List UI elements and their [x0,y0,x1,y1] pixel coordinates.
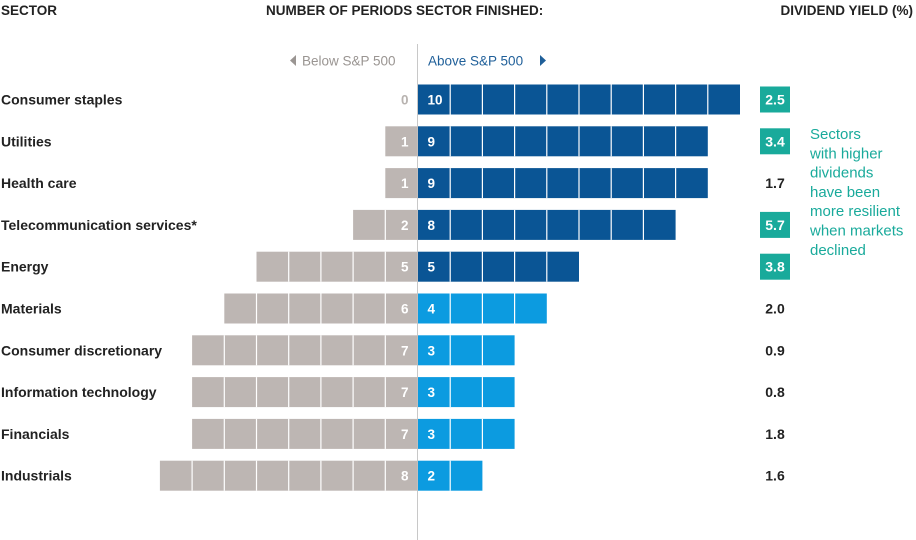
above-sp500-label: Above S&P 500 [428,54,523,69]
yield-highlight [760,86,790,113]
dividend-yield-value: 2.5 [765,92,785,108]
row-7: Information technology 7 3 0.8 [1,377,785,408]
sector-label: Financials [1,426,70,442]
dividend-yield-value: 1.6 [765,468,785,484]
below-bar [192,335,418,366]
sector-label: Telecommunication services* [1,217,197,233]
row-1: Utilities 1 9 3.4 [1,126,790,157]
below-count-label: 2 [401,218,409,233]
below-bar [192,418,418,449]
below-count-label: 7 [401,343,409,358]
yield-highlight [760,253,790,280]
header-sector: SECTOR [1,3,57,18]
yield-highlight [760,211,790,238]
yield-highlight [760,128,790,155]
dividend-yield-value: 0.8 [765,384,785,400]
note-line: more resilient [810,203,901,220]
dividend-yield-value: 2.0 [765,301,785,317]
above-count-label: 9 [428,134,436,149]
above-count-label: 8 [428,218,436,233]
header-dividend-yield: DIVIDEND YIELD (%) [780,3,913,18]
dividend-yield-value: 5.7 [765,217,785,233]
note-line: have been [810,184,880,201]
note-line: with higher [809,145,883,162]
above-count-label: 3 [428,343,436,358]
below-bar [192,377,418,408]
row-5: Materials 6 4 2.0 [1,293,785,324]
above-bar [418,126,708,157]
below-count-label: 8 [401,469,409,484]
below-count-label: 0 [401,93,409,108]
above-bar [418,418,515,449]
dividend-yield-value: 1.7 [765,175,785,191]
note-line: dividends [810,165,873,182]
dividend-yield-value: 3.8 [765,259,785,275]
row-3: Telecommunication services* 2 8 5.7 [1,209,790,240]
above-bar [418,168,708,199]
dividend-note: Sectors with higher dividends have been more… [809,126,903,259]
above-count-label: 10 [428,93,443,108]
below-count-label: 6 [401,302,409,317]
above-bar [418,377,515,408]
below-count-label: 7 [401,385,409,400]
above-bar [418,251,579,282]
below-bar [256,251,418,282]
sector-label: Materials [1,301,62,317]
below-count-label: 1 [401,134,409,149]
sector-label: Information technology [1,384,157,400]
sector-label: Utilities [1,133,52,149]
header-periods: NUMBER OF PERIODS SECTOR FINISHED: [266,3,543,18]
note-line: Sectors [810,126,861,143]
note-line: declined [810,242,866,259]
right-arrow-icon [540,55,546,66]
row-6: Consumer discretionary 7 3 0.9 [1,335,785,366]
row-2: Health care 1 9 1.7 [1,168,785,199]
dividend-yield-value: 1.8 [765,426,785,442]
below-count-label: 1 [401,176,409,191]
above-count-label: 5 [428,260,436,275]
above-count-label: 4 [428,302,436,317]
row-9: Industrials 8 2 1.6 [1,460,785,491]
sector-label: Consumer discretionary [1,342,162,358]
above-bar [418,335,515,366]
above-count-label: 3 [428,427,436,442]
below-bar [385,126,418,157]
sector-label: Industrials [1,468,72,484]
above-count-label: 2 [428,469,436,484]
row-8: Financials 7 3 1.8 [1,418,785,449]
note-line: when markets [809,223,903,240]
dividend-yield-value: 0.9 [765,342,785,358]
below-count-label: 5 [401,260,409,275]
below-count-label: 7 [401,427,409,442]
sector-label: Energy [1,259,49,275]
above-count-label: 9 [428,176,436,191]
sector-label: Consumer staples [1,92,123,108]
row-4: Energy 5 5 3.8 [1,251,790,282]
above-count-label: 3 [428,385,436,400]
sector-label: Health care [1,175,77,191]
left-arrow-icon [290,55,296,66]
below-sp500-label: Below S&P 500 [302,54,396,69]
dividend-yield-value: 3.4 [765,133,785,149]
row-0: Consumer staples 0 10 2.5 [1,84,790,115]
chart-rows: Consumer staples 0 10 2.5 Utilities 1 9 3.4 Heal… [1,84,790,491]
below-bar [385,168,418,199]
